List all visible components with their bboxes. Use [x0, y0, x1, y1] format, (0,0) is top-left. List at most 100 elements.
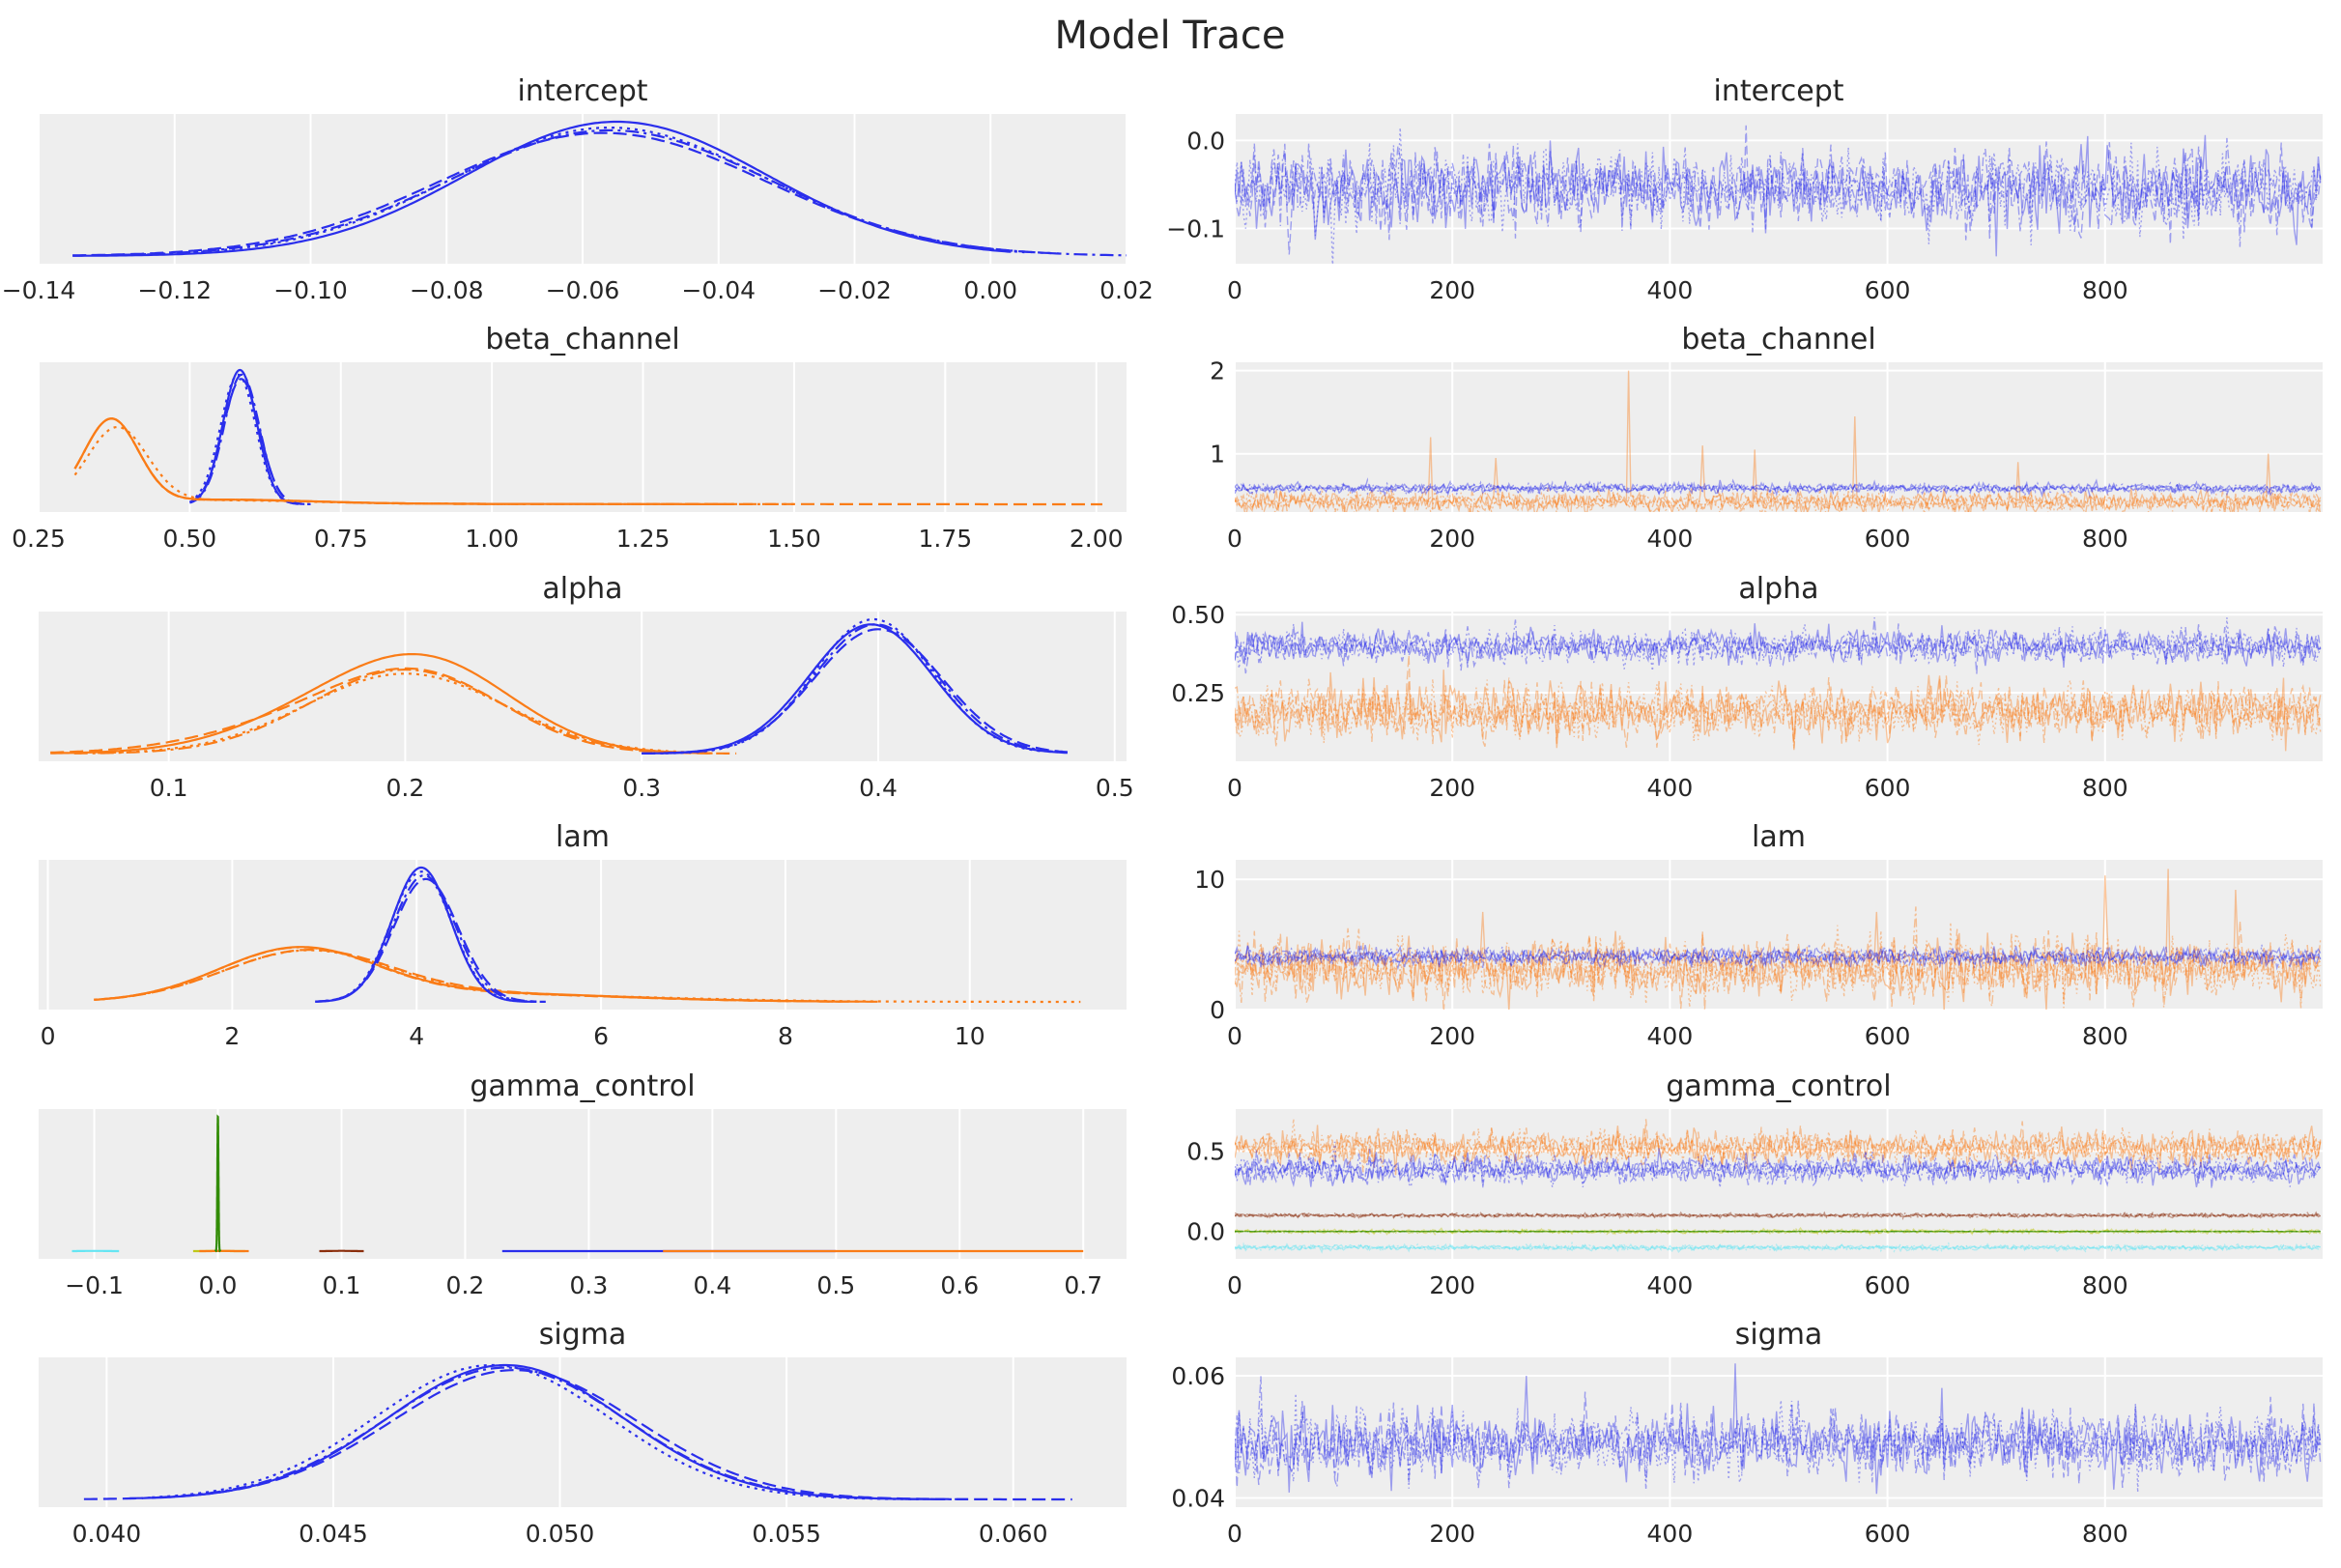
trace-chain-blue [1235, 1148, 2321, 1188]
trace-chain-orange [1235, 678, 2322, 751]
x-tick-label: 0 [1227, 276, 1242, 304]
x-tick-label: 0 [1227, 525, 1242, 553]
x-tick-label: 0.50 [163, 525, 217, 553]
trace-chain-orange [1235, 370, 2322, 512]
x-tick-label: 400 [1647, 1520, 1694, 1548]
x-tick-label: 400 [1647, 525, 1694, 553]
plot-area [1235, 1357, 2323, 1507]
y-tick-label: 0.50 [1171, 601, 1225, 629]
trace-chain-cyan [1235, 1240, 2322, 1253]
trace-lines [1235, 125, 2322, 264]
trace-chain-orange [1235, 922, 2322, 1009]
x-tick-label: 0.3 [622, 774, 661, 802]
trace-chain-yellow [1235, 1227, 2321, 1236]
x-tick-label: −0.12 [137, 276, 212, 304]
trace-chain-blue [1235, 134, 2322, 257]
x-tick-label: 800 [2082, 276, 2128, 304]
trace-chain-green [1235, 1230, 2321, 1233]
x-tick-label: 0.1 [323, 1271, 361, 1299]
trace-chain-blue [1235, 1376, 2322, 1490]
x-tick-label: 0 [1227, 1520, 1242, 1548]
panel-density-alpha: alpha 0.1 0.2 0.3 0.4 0.5 [39, 572, 1134, 802]
x-tick-label: 2 [224, 1022, 240, 1050]
x-tick-label: 4 [409, 1022, 424, 1050]
x-tick-label: 400 [1647, 1022, 1694, 1050]
panel-title: lam [1752, 820, 1806, 854]
panel-trace-sigma: sigma 0 200 400 600 800 0.04 0.06 [1171, 1318, 2323, 1548]
panel-title: gamma_control [1666, 1069, 1891, 1103]
x-tick-label: 800 [2082, 774, 2128, 802]
plot-area [1235, 860, 2323, 1010]
panel-title: intercept [518, 74, 648, 108]
y-tick-label: 0.06 [1171, 1362, 1225, 1390]
x-tick-label: 200 [1429, 774, 1475, 802]
trace-chain-blue [1235, 479, 2322, 499]
x-tick-label: 0.75 [314, 525, 368, 553]
panel-density-beta_channel: beta_channel 0.25 0.50 0.75 1.00 1.25 1.50 1.75… [12, 323, 1127, 553]
density-line-blue [72, 128, 1127, 257]
density-line-orange [98, 672, 690, 755]
trace-chain-green [1235, 1230, 2321, 1233]
x-tick-label: −0.04 [681, 276, 756, 304]
trace-chain-blue [1235, 478, 2321, 499]
trace-chain-orange [1235, 1125, 2322, 1176]
x-tick-label: 0.060 [979, 1520, 1048, 1548]
plot-area [39, 860, 1127, 1010]
trace-chain-orange [1235, 677, 2322, 746]
density-line-blue [642, 623, 1068, 755]
trace-chain-yellow [1235, 1226, 2322, 1236]
x-tick-label: 400 [1647, 774, 1694, 802]
trace-chain-blue [1235, 944, 2322, 971]
trace-chain-orange [1235, 1119, 2322, 1172]
trace-chain-blue [1235, 478, 2322, 498]
x-tick-label: 0.7 [1064, 1271, 1102, 1299]
x-tick-label: −0.06 [546, 276, 620, 304]
density-line-orange [50, 667, 737, 755]
x-tick-label: 0.0 [199, 1271, 238, 1299]
trace-lines [1235, 869, 2322, 1010]
y-tick-label: 0.04 [1171, 1485, 1225, 1513]
panel-density-intercept: intercept −0.14 −0.12 −0.10 −0.08 −0.06 −0.04 −… [2, 74, 1154, 304]
panel-title: beta_channel [1681, 323, 1875, 356]
trace-chain-yellow [1235, 1227, 2321, 1237]
trace-lines [1235, 1363, 2322, 1495]
panels: intercept−0.14 −0.12 −0.10 −0.08 −0.06 −0.04−… [2, 74, 2323, 1548]
density-line-blue [152, 1363, 923, 1500]
panel-trace-alpha: alpha 0 200 400 600 800 0.25 0.50 [1171, 572, 2323, 802]
trace-chain-orange [1235, 1126, 2322, 1174]
trace-lines [1235, 617, 2322, 752]
x-tick-label: 0 [1227, 1271, 1242, 1299]
panel-density-gamma_control: gamma_control −0.1 0.0 0.1 0.2 0.3 0.4 0.5 0.6 0.… [39, 1069, 1127, 1299]
x-tick-label: 6 [593, 1022, 609, 1050]
x-tick-label: 0.4 [859, 774, 898, 802]
x-tick-label: 800 [2082, 1520, 2128, 1548]
x-tick-label: 800 [2082, 525, 2128, 553]
trace-chain-blue [1235, 623, 2322, 674]
x-tick-label: 200 [1429, 1022, 1475, 1050]
density-line-blue [315, 874, 546, 1003]
x-tick-label: 0.1 [150, 774, 188, 802]
density-line-blue [189, 373, 305, 505]
x-tick-label: −0.08 [410, 276, 484, 304]
y-tick-label: 10 [1194, 866, 1225, 894]
y-tick-label: 0.5 [1186, 1137, 1225, 1165]
y-tick-label: 1 [1210, 441, 1225, 469]
x-tick-label: 800 [2082, 1022, 2128, 1050]
y-tick-label: 2 [1210, 357, 1225, 385]
trace-chain-blue [1235, 1149, 2322, 1189]
panel-density-sigma: sigma 0.040 0.045 0.050 0.055 0.060 [39, 1318, 1127, 1548]
figure-title: Model Trace [1055, 14, 1286, 58]
trace-chain-orange [1235, 906, 2322, 1010]
x-tick-label: 800 [2082, 1271, 2128, 1299]
trace-chain-brown [1235, 1211, 2322, 1220]
trace-chain-blue [1235, 617, 2322, 671]
trace-chain-blue [1235, 617, 2321, 671]
trace-chain-blue [1235, 1152, 2322, 1187]
panel-trace-beta_channel: beta_channel 0 200 400 600 800 1 2 [1210, 323, 2323, 553]
panel-density-lam: lam 0 2 4 6 8 10 [39, 820, 1127, 1050]
trace-chain-blue [1235, 477, 2321, 499]
trace-chain-blue [1235, 1393, 2322, 1493]
x-tick-label: 600 [1865, 1022, 1911, 1050]
x-tick-label: 8 [778, 1022, 793, 1050]
